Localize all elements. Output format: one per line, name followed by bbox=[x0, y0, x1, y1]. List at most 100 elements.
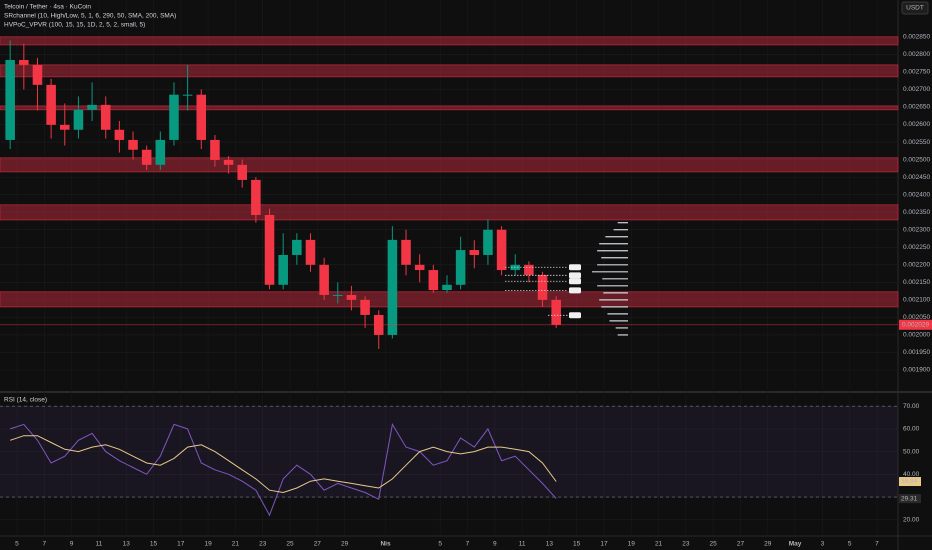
last-price-label: 0.002029 bbox=[902, 321, 929, 328]
y-tick-label: 0.002200 bbox=[903, 262, 930, 269]
candle-body bbox=[141, 149, 152, 165]
x-tick-label: 29 bbox=[764, 541, 772, 548]
candle-body bbox=[46, 84, 56, 125]
y-tick-label: 0.002550 bbox=[903, 139, 930, 146]
y-tick-label: 50.00 bbox=[903, 448, 920, 455]
symbol-title: Telcoin / Tether · 4sa · KuCoin bbox=[4, 4, 91, 11]
hvpoc-marker bbox=[569, 278, 581, 285]
candle-body bbox=[360, 299, 370, 315]
x-tick-label: 3 bbox=[821, 541, 825, 548]
candle-body bbox=[469, 250, 480, 255]
candle-body bbox=[401, 239, 411, 265]
candle-body bbox=[237, 164, 248, 180]
x-tick-label: 27 bbox=[314, 541, 322, 548]
candle-body bbox=[19, 59, 29, 65]
x-tick-label: 23 bbox=[259, 541, 267, 548]
candle-body bbox=[333, 294, 343, 296]
y-tick-label: 70.00 bbox=[903, 403, 920, 410]
candle-body bbox=[251, 179, 261, 215]
candle-body bbox=[414, 264, 425, 271]
x-tick-label: Nis bbox=[380, 541, 391, 548]
candle-body bbox=[537, 274, 548, 300]
x-tick-label: 19 bbox=[204, 541, 212, 548]
hvpoc-marker bbox=[569, 287, 581, 294]
rsi-title: RSI (14, close) bbox=[4, 397, 47, 404]
candle-body bbox=[210, 139, 220, 160]
y-tick-label: 40.00 bbox=[903, 471, 920, 478]
y-tick-label: 0.002800 bbox=[903, 51, 930, 58]
x-tick-label: 11 bbox=[519, 541, 526, 548]
candle-body bbox=[5, 59, 15, 140]
currency-button[interactable] bbox=[901, 1, 929, 15]
x-tick-label: 5 bbox=[15, 541, 19, 548]
indicator-label: SRchannel (10, High/Low, 5, 1, 6, 290, 5… bbox=[4, 13, 176, 20]
y-tick-label: 0.002300 bbox=[903, 226, 930, 233]
x-tick-label: 19 bbox=[628, 541, 636, 548]
last-price-box bbox=[899, 319, 932, 330]
sr-zone bbox=[0, 64, 899, 78]
x-tick-label: 9 bbox=[70, 541, 74, 548]
y-tick-label: 0.002500 bbox=[903, 156, 930, 163]
x-tick-label: 11 bbox=[96, 541, 103, 548]
rsi-value-label: 29.31 bbox=[901, 495, 918, 502]
candle-body bbox=[319, 264, 329, 295]
sr-zone bbox=[0, 204, 899, 221]
candle-body bbox=[87, 104, 97, 110]
candle-body bbox=[128, 139, 138, 150]
candle-body bbox=[346, 294, 357, 300]
x-tick-label: 21 bbox=[655, 541, 663, 548]
candle-body bbox=[292, 239, 302, 255]
hvpoc-marker bbox=[569, 272, 581, 279]
candle-body bbox=[264, 214, 275, 285]
y-tick-label: 0.002150 bbox=[903, 279, 930, 286]
candle-body bbox=[524, 264, 534, 275]
candle-body bbox=[169, 94, 179, 140]
rsi-line bbox=[10, 435, 557, 494]
x-tick-label: 15 bbox=[573, 541, 581, 548]
y-tick-label: 0.002100 bbox=[903, 297, 930, 304]
candle-body bbox=[428, 270, 439, 291]
currency-label[interactable]: USDT bbox=[906, 5, 924, 12]
x-tick-label: May bbox=[789, 541, 802, 548]
rsi-value-label: 36.84 bbox=[901, 478, 918, 485]
sr-zone bbox=[0, 36, 899, 46]
y-tick-label: 0.002450 bbox=[903, 174, 930, 181]
rsi-value-box bbox=[899, 477, 921, 487]
y-tick-label: 0.002850 bbox=[903, 34, 930, 41]
x-tick-label: 27 bbox=[737, 541, 745, 548]
x-tick-label: 7 bbox=[42, 541, 46, 548]
y-tick-label: 0.002250 bbox=[903, 244, 930, 251]
candle-body bbox=[59, 124, 70, 130]
y-tick-label: 0.002600 bbox=[903, 121, 930, 128]
x-tick-label: 17 bbox=[177, 541, 185, 548]
candle-body bbox=[278, 254, 288, 285]
sr-zone bbox=[0, 105, 899, 111]
x-tick-label: 5 bbox=[438, 541, 442, 548]
candle-body bbox=[114, 129, 125, 140]
x-tick-label: 23 bbox=[682, 541, 690, 548]
x-tick-label: 5 bbox=[848, 541, 852, 548]
sr-zone bbox=[0, 157, 899, 173]
rsi-value-box bbox=[899, 494, 921, 504]
x-tick-label: 13 bbox=[546, 541, 554, 548]
x-tick-label: 25 bbox=[286, 541, 294, 548]
x-tick-label: 15 bbox=[150, 541, 158, 548]
y-tick-label: 0.002650 bbox=[903, 104, 930, 111]
y-tick-label: 60.00 bbox=[903, 426, 920, 433]
x-tick-label: 9 bbox=[493, 541, 497, 548]
x-tick-label: 21 bbox=[232, 541, 240, 548]
x-tick-label: 13 bbox=[123, 541, 131, 548]
candle-body bbox=[100, 104, 111, 130]
indicator-label: HVPoC_VPVR (100, 15, 15, 1D, 2, 5, 2, sm… bbox=[4, 22, 145, 29]
hvpoc-marker bbox=[569, 264, 581, 271]
y-tick-label: 0.002000 bbox=[903, 332, 930, 339]
x-tick-label: 25 bbox=[710, 541, 718, 548]
y-tick-label: 0.002050 bbox=[903, 314, 930, 321]
x-tick-label: 17 bbox=[600, 541, 608, 548]
y-tick-label: 0.002400 bbox=[903, 191, 930, 198]
x-tick-label: 7 bbox=[875, 541, 879, 548]
candle-body bbox=[32, 64, 43, 85]
hvpoc-marker bbox=[569, 312, 581, 319]
candle-body bbox=[223, 159, 234, 165]
